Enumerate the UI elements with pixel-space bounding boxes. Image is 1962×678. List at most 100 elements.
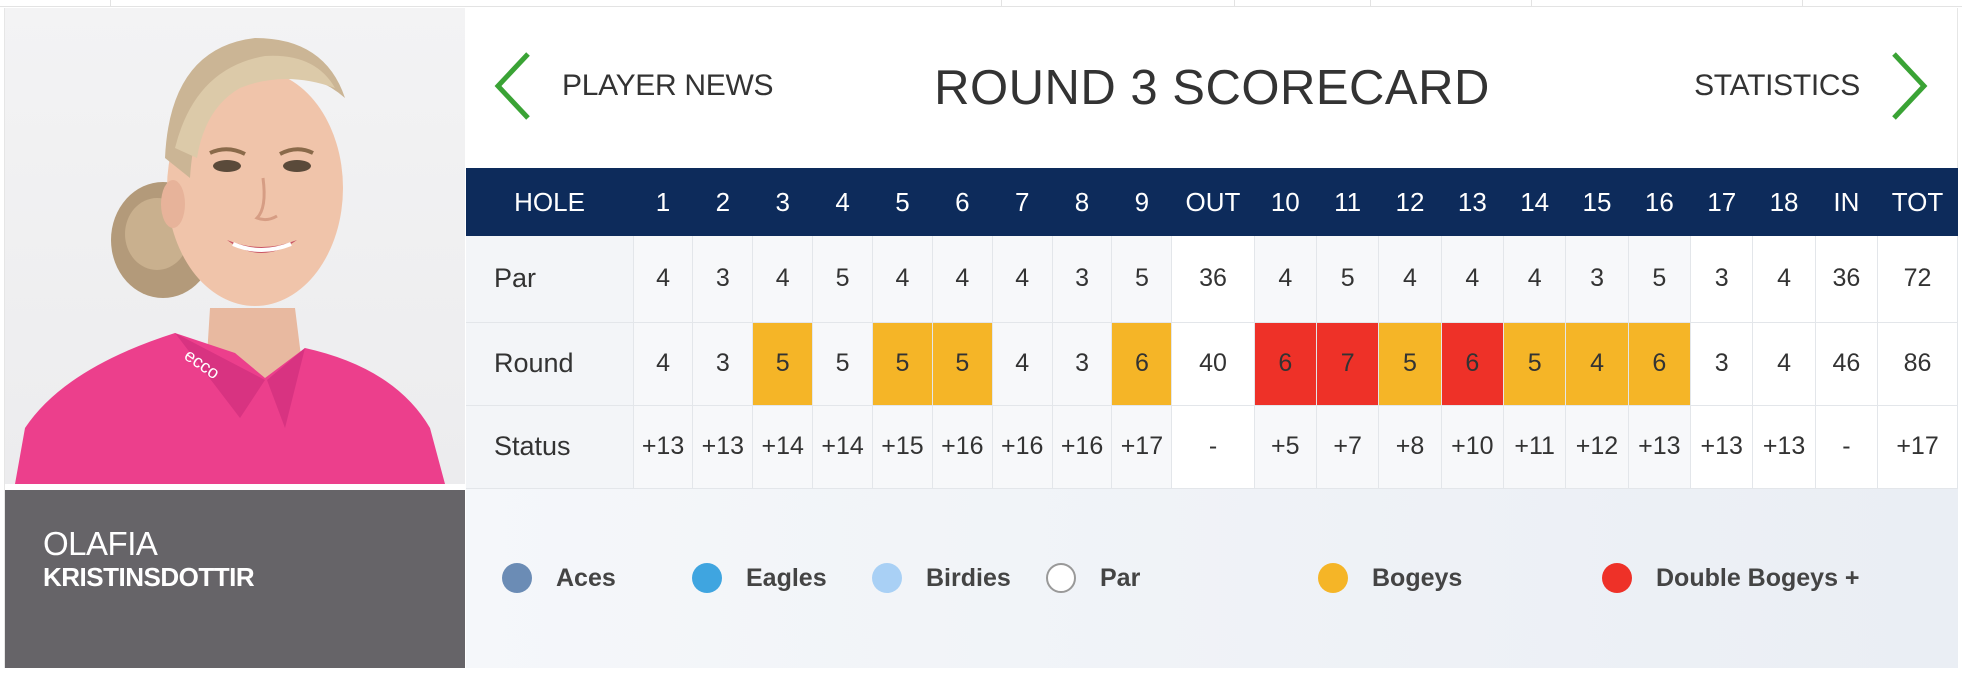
score-cell: 72 — [1877, 236, 1958, 323]
score-cell: 6 — [1441, 322, 1505, 406]
score-cell: 5 — [932, 322, 993, 406]
scorecard-table: HOLE 1 2 3 4 5 6 7 8 9 OUT 10 11 12 13 14 15 16 17 18 IN TOT … — [466, 168, 1958, 489]
legend-label: Double Bogeys + — [1656, 563, 1860, 592]
column-header: 6 — [932, 168, 993, 236]
score-cell: +13 — [1628, 405, 1692, 489]
score-cell: 4 — [633, 236, 694, 323]
score-cell: +17 — [1877, 405, 1958, 489]
column-header: 15 — [1565, 168, 1629, 236]
column-header: 14 — [1503, 168, 1566, 236]
legend-item: Eagles — [692, 563, 827, 593]
score-cell: 3 — [1690, 236, 1754, 323]
score-cell: +8 — [1378, 405, 1442, 489]
score-cell: 5 — [812, 322, 874, 406]
score-cell: 4 — [1565, 322, 1629, 406]
score-cell: 3 — [1565, 236, 1629, 323]
legend-dot-icon — [1318, 563, 1348, 593]
score-cell: 4 — [1752, 236, 1816, 323]
scorecard-row-status: Status +13 +13 +14 +14 +15 +16 +16 +16 +17- +5 +7 +8… — [466, 405, 1958, 489]
column-header: 1 — [633, 168, 693, 236]
score-cell: 4 — [1378, 236, 1442, 323]
column-header: 7 — [992, 168, 1053, 236]
score-cell: 6 — [1628, 322, 1692, 406]
legend-dot-icon — [502, 563, 532, 593]
legend-dot-icon — [872, 563, 902, 593]
player-news-link[interactable]: PLAYER NEWS — [494, 50, 774, 122]
legend-label: Bogeys — [1372, 563, 1463, 592]
row-label: Status — [466, 405, 634, 489]
score-cell: +16 — [1052, 405, 1113, 489]
legend-label: Eagles — [746, 563, 827, 592]
score-cell: 46 — [1815, 322, 1879, 406]
score-cell: +15 — [872, 405, 933, 489]
score-cell: - — [1171, 405, 1255, 489]
legend-dot-icon — [1046, 563, 1076, 593]
score-cell: 4 — [1503, 236, 1567, 323]
score-cell: 86 — [1877, 322, 1958, 406]
column-header: 16 — [1628, 168, 1691, 236]
score-cell: 5 — [1378, 322, 1442, 406]
score-cell: +11 — [1503, 405, 1567, 489]
chevron-left-icon — [494, 52, 530, 120]
score-cell: 6 — [1254, 322, 1317, 406]
score-cell: +13 — [1752, 405, 1816, 489]
scorecard-row-round: Round 4 3 5 5 5 5 4 3 6 40 6 7 5 6 5 4 6 3 4 46 86 — [466, 322, 1958, 406]
score-cell: +13 — [1690, 405, 1754, 489]
score-cell: 3 — [1690, 322, 1754, 406]
row-label: Round — [466, 322, 634, 406]
column-header: 13 — [1441, 168, 1504, 236]
score-cell: +17 — [1111, 405, 1173, 489]
chevron-right-icon — [1892, 52, 1928, 120]
column-header: OUT — [1171, 168, 1255, 236]
score-cell: +12 — [1565, 405, 1629, 489]
score-cell: +7 — [1316, 405, 1380, 489]
page-title: ROUND 3 SCORECARD — [934, 61, 1490, 115]
column-header: 8 — [1052, 168, 1112, 236]
score-cell: 4 — [1254, 236, 1317, 323]
legend-dot-icon — [692, 563, 722, 593]
score-cell: 5 — [1628, 236, 1692, 323]
score-cell: 3 — [1052, 236, 1113, 323]
column-header: TOT — [1877, 168, 1958, 236]
player-first-name: OLAFIA — [43, 525, 158, 562]
legend-item: Bogeys — [1318, 563, 1462, 593]
card-frame — [4, 8, 1958, 668]
score-cell: +14 — [812, 405, 874, 489]
legend-item: Birdies — [872, 563, 1011, 593]
legend-label: Par — [1100, 563, 1141, 592]
column-header: 17 — [1690, 168, 1753, 236]
score-cell: 4 — [752, 236, 814, 323]
legend-item: Aces — [502, 563, 616, 593]
score-cell: 6 — [1111, 322, 1173, 406]
score-cell: +14 — [752, 405, 814, 489]
player-photo: ecco — [5, 8, 465, 484]
score-cell: 3 — [692, 322, 754, 406]
top-divider — [0, 0, 1962, 7]
column-header: 10 — [1254, 168, 1317, 236]
score-cell: +16 — [992, 405, 1053, 489]
score-cell: 5 — [1316, 236, 1380, 323]
score-cell: 4 — [992, 322, 1053, 406]
score-cell: +13 — [692, 405, 754, 489]
score-cell: - — [1815, 405, 1879, 489]
column-header: 18 — [1752, 168, 1816, 236]
score-cell: +16 — [932, 405, 993, 489]
score-legend: Aces Eagles Birdies Par Bogeys Double Bogeys … — [466, 488, 1958, 668]
statistics-label: STATISTICS — [1694, 69, 1860, 102]
score-cell: 3 — [1052, 322, 1113, 406]
statistics-link[interactable]: STATISTICS — [1694, 50, 1928, 122]
legend-label: Aces — [556, 563, 616, 592]
legend-dot-icon — [1602, 563, 1632, 593]
score-cell: 4 — [1752, 322, 1816, 406]
score-cell: 36 — [1171, 236, 1255, 323]
column-header: 12 — [1378, 168, 1442, 236]
score-cell: 4 — [932, 236, 993, 323]
score-cell: 36 — [1815, 236, 1879, 323]
score-cell: 5 — [752, 322, 814, 406]
legend-label: Birdies — [926, 563, 1011, 592]
scorecard-row-par: Par 4 3 4 5 4 4 4 3 5 36 4 5 4 4 4 3 5 3 4 36 72 — [466, 236, 1958, 323]
column-header: 4 — [812, 168, 873, 236]
scorecard-header: PLAYER NEWS ROUND 3 SCORECARD STATISTICS — [466, 8, 1958, 168]
column-header: 2 — [692, 168, 753, 236]
row-label: Par — [466, 236, 634, 323]
